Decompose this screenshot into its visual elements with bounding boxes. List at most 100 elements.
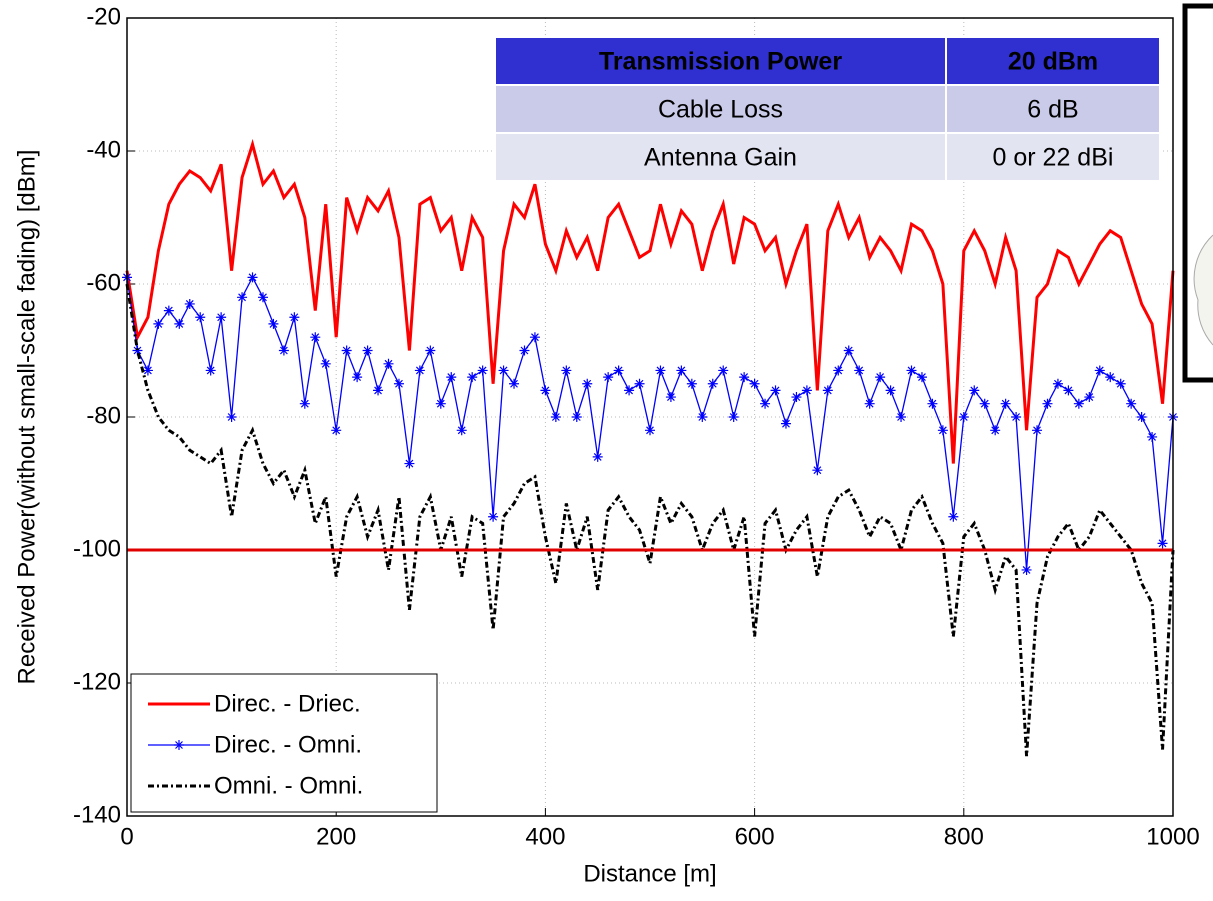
- plot-frame: [126, 17, 1174, 817]
- x-axis-label: Distance [m]: [583, 860, 716, 887]
- marker: [571, 412, 582, 422]
- marker: [268, 318, 279, 329]
- table-cell-text: 0 or 22 dBi: [993, 144, 1114, 172]
- marker: [655, 365, 666, 376]
- marker: [456, 425, 467, 436]
- marker: [1042, 398, 1053, 409]
- marker: [320, 358, 331, 369]
- marker: [184, 298, 195, 309]
- marker: [979, 398, 990, 409]
- legend-label: Direc. - Driec.: [214, 690, 361, 717]
- table-header-text: 20 dBm: [1008, 48, 1098, 76]
- marker: [645, 425, 655, 436]
- marker: [948, 511, 959, 522]
- marker: [226, 412, 237, 422]
- legend-marker: [174, 740, 184, 750]
- marker: [906, 365, 917, 376]
- marker: [1011, 412, 1022, 422]
- marker: [780, 418, 791, 429]
- marker: [1126, 398, 1137, 409]
- marker: [864, 398, 875, 409]
- y-tick-label: -140: [73, 801, 121, 828]
- marker: [247, 272, 258, 283]
- marker: [237, 292, 248, 303]
- series-line: [125, 138, 1175, 464]
- marker: [142, 365, 153, 376]
- marker: [352, 372, 363, 383]
- marker: [393, 378, 404, 389]
- marker: [550, 412, 561, 422]
- marker: [718, 365, 729, 376]
- y-tick-label: -80: [86, 402, 121, 429]
- marker: [822, 385, 833, 396]
- y-tick-label: -60: [86, 269, 121, 296]
- marker: [310, 332, 321, 343]
- marker: [289, 312, 300, 323]
- marker: [174, 318, 185, 329]
- marker: [937, 425, 948, 436]
- series-line: [125, 283, 1175, 757]
- marker: [728, 412, 739, 422]
- marker: [896, 412, 907, 422]
- marker: [1094, 365, 1105, 376]
- table-cell-text: Cable Loss: [658, 96, 783, 124]
- marker: [833, 365, 844, 376]
- marker: [1136, 412, 1147, 422]
- marker: [404, 458, 415, 469]
- marker: [812, 465, 823, 476]
- marker: [697, 412, 708, 422]
- marker: [153, 318, 164, 329]
- legend-box: [130, 673, 438, 813]
- marker: [749, 378, 760, 389]
- y-tick-label: -120: [73, 668, 121, 695]
- marker: [216, 312, 227, 323]
- marker: [467, 372, 478, 383]
- legend-label: Direc. - Omni.: [214, 731, 362, 758]
- marker: [854, 365, 865, 376]
- marker: [1147, 431, 1158, 442]
- marker: [990, 425, 1001, 436]
- marker: [613, 365, 624, 376]
- legend-label: Omni. - Omni.: [214, 772, 363, 799]
- marker: [561, 365, 572, 376]
- marker: [498, 365, 509, 376]
- marker: [529, 332, 540, 343]
- marker: [195, 312, 206, 323]
- globe-fragment: [1193, 234, 1213, 346]
- marker: [383, 358, 394, 369]
- marker: [1063, 385, 1074, 396]
- marker: [331, 425, 342, 436]
- marker: [519, 345, 530, 356]
- table-cell-text: Antenna Gain: [644, 144, 797, 172]
- x-tick-label: 600: [735, 823, 775, 850]
- marker: [509, 378, 520, 389]
- marker: [1084, 392, 1095, 403]
- y-tick-label: -100: [73, 535, 121, 562]
- marker: [1000, 398, 1011, 409]
- marker: [425, 345, 436, 356]
- y-tick-label: -40: [86, 136, 121, 163]
- table-cell: [945, 36, 1161, 86]
- marker: [299, 398, 310, 409]
- marker: [760, 398, 771, 409]
- table-cell: [945, 132, 1161, 182]
- marker: [686, 378, 697, 389]
- marker: [624, 385, 635, 396]
- marker: [1032, 425, 1043, 436]
- marker: [1073, 398, 1084, 409]
- marker: [927, 398, 938, 409]
- x-tick-label: 1000: [1146, 823, 1199, 850]
- x-tick-label: 0: [120, 823, 133, 850]
- marker: [603, 372, 614, 383]
- marker: [341, 345, 352, 356]
- marker: [676, 365, 687, 376]
- y-axis-label: Received Power(without small-scale fadin…: [13, 150, 40, 685]
- marker: [257, 292, 268, 303]
- marker: [665, 392, 676, 403]
- table-cell-text: 6 dB: [1027, 96, 1078, 124]
- marker: [488, 511, 499, 522]
- marker: [1052, 378, 1063, 389]
- marker: [958, 412, 969, 422]
- marker: [362, 345, 373, 356]
